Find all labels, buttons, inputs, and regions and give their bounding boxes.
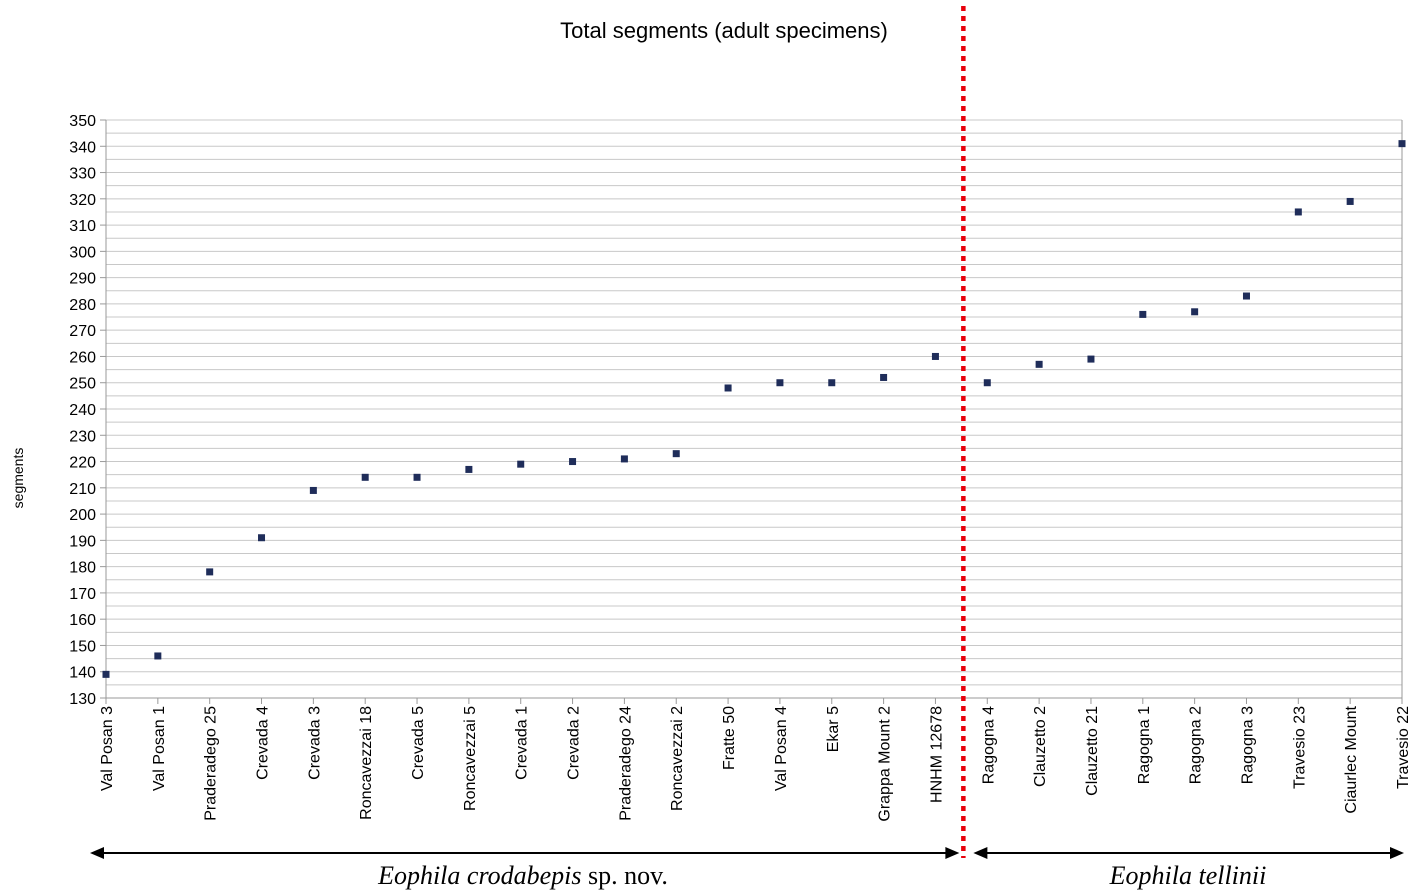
species-name: Eophila tellinii bbox=[1109, 861, 1267, 890]
y-tick-label: 340 bbox=[69, 139, 96, 156]
x-tick-label: Grappa Mount 2 bbox=[877, 706, 894, 822]
x-tick-label: Val Posan 3 bbox=[99, 706, 116, 791]
arrowhead-right-icon bbox=[1390, 847, 1404, 859]
x-tick-labels: Val Posan 3 Val Posan 1 Praderadego 25 Crev… bbox=[99, 705, 1412, 821]
data-point bbox=[361, 473, 369, 481]
x-tick-label: Ciaurlec Mount bbox=[1343, 705, 1360, 813]
data-points bbox=[102, 140, 1406, 678]
data-point bbox=[931, 352, 939, 360]
data-point bbox=[102, 670, 110, 678]
x-tick-label: Ragogna 4 bbox=[980, 706, 997, 784]
arrowhead-left-icon bbox=[973, 847, 988, 859]
species-suffix: sp. nov. bbox=[581, 861, 667, 890]
x-tick-label: Roncavezzai 2 bbox=[669, 706, 686, 811]
y-tick-label: 310 bbox=[69, 218, 96, 235]
x-tick-label: Ragogna 3 bbox=[1239, 706, 1256, 784]
arrowhead-left-icon bbox=[90, 847, 104, 859]
x-tick-label: Val Posan 1 bbox=[151, 706, 168, 791]
data-point bbox=[880, 373, 888, 381]
data-point bbox=[672, 450, 680, 458]
y-tick-label: 200 bbox=[69, 507, 96, 524]
data-point bbox=[569, 458, 577, 466]
data-point bbox=[1294, 208, 1302, 216]
y-tick-label: 240 bbox=[69, 402, 96, 419]
data-point bbox=[620, 455, 628, 463]
x-tick-label: Crevada 2 bbox=[566, 706, 583, 780]
y-tick-label: 220 bbox=[69, 455, 96, 472]
y-tick-label: 210 bbox=[69, 481, 96, 498]
y-tick-label: 230 bbox=[69, 428, 96, 445]
y-tick-label: 270 bbox=[69, 323, 96, 340]
y-tick-label: 350 bbox=[69, 113, 96, 130]
species-name: Eophila crodabepis bbox=[377, 861, 581, 890]
data-point bbox=[1035, 360, 1043, 368]
x-tick-label: HNHM 12678 bbox=[928, 706, 945, 803]
x-tick-label: Travesio 22 bbox=[1395, 706, 1412, 789]
y-tick-label: 150 bbox=[69, 638, 96, 655]
species-group-annotations: Eophila crodabepis sp. nov. Eophila telli… bbox=[90, 847, 1404, 890]
data-point bbox=[517, 460, 525, 468]
gridlines bbox=[105, 119, 1403, 704]
x-tick-label: Roncavezzai 18 bbox=[358, 706, 375, 820]
y-tick-label: 250 bbox=[69, 376, 96, 393]
data-point bbox=[724, 384, 732, 392]
y-tick-labels: 130 140 150 160 170 180 190 200 210 220 230 240 250 2… bbox=[69, 113, 106, 708]
x-tick-label: Crevada 5 bbox=[410, 706, 427, 780]
y-axis-label: segments bbox=[10, 448, 26, 509]
y-tick-label: 260 bbox=[69, 349, 96, 366]
data-point bbox=[776, 379, 784, 387]
data-point bbox=[258, 534, 266, 542]
y-tick-label: 300 bbox=[69, 244, 96, 261]
y-tick-label: 170 bbox=[69, 586, 96, 603]
arrowhead-right-icon bbox=[945, 847, 960, 859]
x-tick-label: Ragogna 1 bbox=[1136, 706, 1153, 784]
data-point bbox=[1087, 355, 1095, 363]
x-tick-label: Travesio 23 bbox=[1291, 706, 1308, 789]
data-point bbox=[1398, 140, 1406, 148]
x-tick-label: Ekar 5 bbox=[825, 706, 842, 752]
x-tick-label: Crevada 3 bbox=[306, 706, 323, 780]
y-tick-label: 280 bbox=[69, 297, 96, 314]
chart-title: Total segments (adult specimens) bbox=[560, 18, 888, 43]
data-point bbox=[465, 465, 473, 473]
data-point bbox=[983, 379, 991, 387]
y-tick-label: 130 bbox=[69, 691, 96, 708]
y-tick-label: 140 bbox=[69, 665, 96, 682]
x-tick-label: Fratte 50 bbox=[721, 706, 738, 770]
species-label: Eophila tellinii bbox=[1109, 861, 1267, 890]
y-tick-label: 290 bbox=[69, 271, 96, 288]
x-tick-label: Praderadego 24 bbox=[617, 706, 634, 821]
x-tick-label: Roncavezzai 5 bbox=[462, 706, 479, 811]
y-tick-label: 180 bbox=[69, 560, 96, 577]
data-point bbox=[309, 486, 317, 494]
x-tick-label: Val Posan 4 bbox=[773, 706, 790, 791]
data-point bbox=[206, 568, 214, 576]
x-tick-label: Clauzetto 2 bbox=[1032, 706, 1049, 787]
data-point bbox=[1139, 310, 1147, 318]
data-point bbox=[1242, 292, 1250, 300]
data-point bbox=[828, 379, 836, 387]
x-tick-label: Crevada 4 bbox=[255, 706, 272, 780]
data-point bbox=[1191, 308, 1199, 316]
data-point bbox=[413, 473, 421, 481]
y-tick-label: 190 bbox=[69, 533, 96, 550]
x-tick-label: Ragogna 2 bbox=[1188, 706, 1205, 784]
data-point bbox=[154, 652, 162, 660]
species-label: Eophila crodabepis sp. nov. bbox=[377, 861, 668, 890]
x-tick-label: Praderadego 25 bbox=[203, 706, 220, 821]
y-tick-label: 320 bbox=[69, 192, 96, 209]
y-tick-label: 330 bbox=[69, 166, 96, 183]
x-tick-label: Crevada 1 bbox=[514, 706, 531, 780]
y-tick-label: 160 bbox=[69, 612, 96, 629]
x-tick-label: Clauzetto 21 bbox=[1084, 706, 1101, 796]
data-point bbox=[1346, 197, 1354, 205]
